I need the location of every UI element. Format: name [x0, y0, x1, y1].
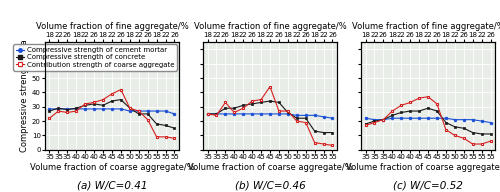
Text: (a) W/C=0.41: (a) W/C=0.41	[76, 180, 147, 190]
X-axis label: Volume fraction of fine aggregate/%: Volume fraction of fine aggregate/%	[36, 22, 188, 31]
X-axis label: Volume fraction of coarse aggregate/%: Volume fraction of coarse aggregate/%	[188, 163, 352, 172]
X-axis label: Volume fraction of coarse aggregate/%: Volume fraction of coarse aggregate/%	[346, 163, 500, 172]
Legend: Compressive strength of cement mortar, Compressive strength of concrete, Contrib: Compressive strength of cement mortar, C…	[14, 44, 177, 71]
X-axis label: Volume fraction of fine aggregate/%: Volume fraction of fine aggregate/%	[352, 22, 500, 31]
X-axis label: Volume fraction of coarse aggregate/%: Volume fraction of coarse aggregate/%	[30, 163, 194, 172]
Y-axis label: Compressive strength/MPa: Compressive strength/MPa	[20, 40, 29, 152]
Text: (b) W/C=0.46: (b) W/C=0.46	[234, 180, 306, 190]
Text: (c) W/C=0.52: (c) W/C=0.52	[393, 180, 463, 190]
X-axis label: Volume fraction of fine aggregate/%: Volume fraction of fine aggregate/%	[194, 22, 346, 31]
